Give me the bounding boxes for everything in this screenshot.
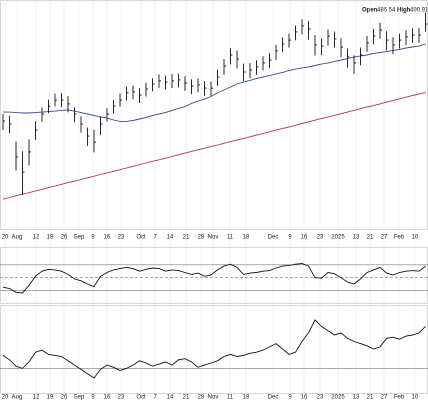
x-tick-label: 21 <box>367 235 374 241</box>
indicator-line <box>2 263 426 294</box>
moving-average <box>2 91 426 200</box>
x-tick-label: 23 <box>118 395 125 400</box>
x-tick-label: 16 <box>301 235 308 241</box>
x-tick-label: 7 <box>153 235 157 241</box>
x-tick-label: 11 <box>227 395 234 400</box>
x-tick-label: 27 <box>381 395 388 400</box>
x-tick-label: Feb <box>394 235 405 241</box>
x-tick-label: Sep <box>74 235 85 241</box>
x-tick-label: 10 <box>412 395 419 400</box>
x-tick-label: 26 <box>61 395 68 400</box>
x-tick-label: 13 <box>353 235 360 241</box>
x-tick-label: 12 <box>33 235 40 241</box>
x-tick-label: 2025 <box>331 235 345 241</box>
x-tick-label: Dec <box>268 395 279 400</box>
x-tick-label: Oct <box>136 395 146 400</box>
x-tick-label: 9 <box>91 235 95 241</box>
x-tick-label: 11 <box>227 235 234 241</box>
x-tick-label: 2025 <box>331 395 345 400</box>
high-value: 490.91 <box>410 8 428 14</box>
x-tick-label: Nov <box>208 395 219 400</box>
x-tick-label: 21 <box>367 395 374 400</box>
x-tick-label: 23 <box>317 395 324 400</box>
x-tick-label: 16 <box>301 395 308 400</box>
x-tick-label: 26 <box>61 235 68 241</box>
x-tick-label: 14 <box>167 235 174 241</box>
moving-average <box>3 43 426 122</box>
x-tick-label: 18 <box>243 235 250 241</box>
x-tick-label: 9 <box>288 235 292 241</box>
x-tick-label: 28 <box>198 235 205 241</box>
x-tick-label: 16 <box>104 395 111 400</box>
x-tick-label: 27 <box>381 235 388 241</box>
x-tick-label: 23 <box>317 235 324 241</box>
x-tick-label: 9 <box>288 395 292 400</box>
x-tick-label: 23 <box>118 235 125 241</box>
x-tick-label: 28 <box>198 395 205 400</box>
x-tick-label: 16 <box>104 235 111 241</box>
x-tick-label: 12 <box>33 395 40 400</box>
x-tick-label: 21 <box>183 395 190 400</box>
x-tick-label: Nov <box>208 235 219 241</box>
x-tick-label: 18 <box>243 395 250 400</box>
x-tick-label: Aug <box>12 395 23 400</box>
x-tick-label: Dec <box>268 235 279 241</box>
x-tick-label: 19 <box>47 395 54 400</box>
x-tick-label: Oct <box>136 235 146 241</box>
x-tick-label: 20 <box>2 395 9 400</box>
x-tick-label: Aug <box>12 235 23 241</box>
x-tick-label: 7 <box>153 395 157 400</box>
indicator-line <box>2 319 426 379</box>
open-value: 486.54 <box>377 8 396 14</box>
x-tick-label: 19 <box>47 235 54 241</box>
x-tick-label: 10 <box>412 235 419 241</box>
x-tick-label: Sep <box>74 395 85 400</box>
x-tick-label: 21 <box>183 235 190 241</box>
high-label: High <box>397 8 411 14</box>
x-tick-label: 20 <box>2 235 9 241</box>
x-tick-label: 14 <box>167 395 174 400</box>
x-tick-label: 9 <box>91 395 95 400</box>
x-tick-label: 13 <box>353 395 360 400</box>
x-tick-label: Feb <box>394 395 405 400</box>
